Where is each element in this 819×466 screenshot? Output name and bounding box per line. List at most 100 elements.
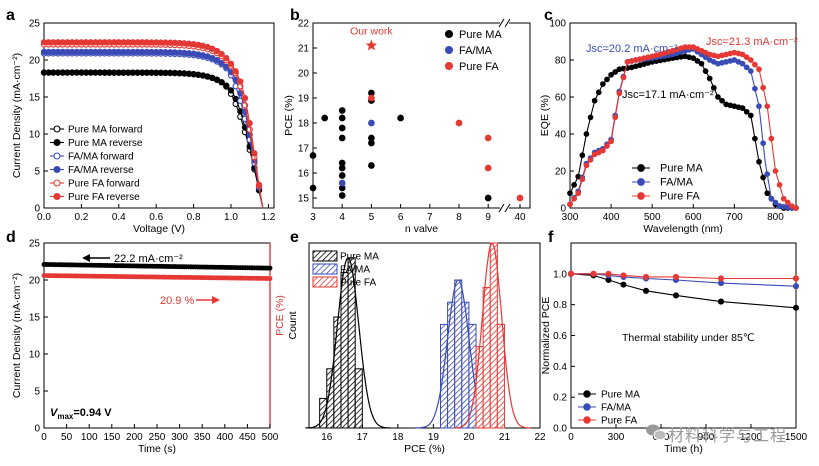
panel-f-x-tick-label: 900 xyxy=(698,432,715,443)
panel-b-point xyxy=(368,139,375,147)
panel-c-marker xyxy=(739,60,746,67)
panel-a-jv-curves: 0.0 0.2 0.4 0.6 0.8 1.0 1.2 0 5 10 15 20 25 Voltage (… xyxy=(11,19,276,236)
panel-b-x-tick-label: 5 xyxy=(369,212,375,223)
panel-b-annotation: Our work xyxy=(350,26,393,38)
panel-a-marker xyxy=(213,56,221,64)
panel-a-marker xyxy=(218,50,225,58)
panel-e-x-tick-label: 21 xyxy=(499,432,511,443)
panel-f-legend-marker xyxy=(583,403,591,411)
panel-f-x-tick-label: 300 xyxy=(608,432,625,443)
panel-c-marker xyxy=(567,190,573,197)
panel-a-marker xyxy=(227,87,235,94)
panel-c-marker xyxy=(620,74,627,81)
panel-c-marker xyxy=(768,195,775,202)
panel-f-x-tick-label: 1200 xyxy=(740,432,763,443)
panel-e-bar xyxy=(475,346,484,429)
panel-b-legend-marker xyxy=(444,45,454,55)
panel-e-legend-label: FA/MA xyxy=(340,265,370,276)
panel-c-marker xyxy=(587,114,594,121)
panel-b-legend-label: FA/MA xyxy=(459,45,493,57)
panel-d-y-tick-label: 15 xyxy=(29,313,41,324)
panel-c-marker xyxy=(743,64,750,71)
panel-b-y-tick-label: 19 xyxy=(298,94,310,105)
panel-f-y-tick-label: 1.0 xyxy=(553,269,567,280)
panel-c-marker xyxy=(752,61,758,68)
panel-d-arrowhead-pce xyxy=(212,296,220,304)
watermark: 材料科学与工程 xyxy=(646,424,786,445)
panel-e-bar xyxy=(340,272,349,429)
wechat-icon xyxy=(646,424,667,441)
panel-f-legend-marker xyxy=(583,416,591,424)
panel-a-marker xyxy=(255,181,263,188)
panel-e-x-tick-label: 17 xyxy=(357,432,369,443)
panel-c-marker xyxy=(747,68,754,74)
panel-c-marker xyxy=(706,75,713,82)
panel-c-annotation-red: Jsc=21.3 mA·cm⁻² xyxy=(706,36,798,48)
panel-e-pce-histogram: 16 17 18 19 20 21 22 PCE (%) Count Pure MA FA/MA Pu… xyxy=(287,242,546,455)
panel-e-bar xyxy=(354,368,363,429)
panel-f-y-tick-label: 0.0 xyxy=(553,424,567,435)
panel-d-ylabel: Current Density (mA·cm⁻²) xyxy=(11,273,23,398)
panel-a-legend-label: Pure MA reverse xyxy=(68,138,143,149)
panel-c-x-tick-label: 300 xyxy=(562,212,579,223)
panel-c-marker xyxy=(575,190,582,197)
panel-f-annotation: Thermal stability under 85℃ xyxy=(622,332,755,344)
panel-a-marker xyxy=(213,76,221,83)
panel-b-point xyxy=(484,134,492,142)
panel-c-x-tick-label: 800 xyxy=(767,212,784,223)
panel-e-legend-label: Pure MA xyxy=(340,252,379,263)
panel-d-x-tick-label: 50 xyxy=(61,432,73,443)
panel-b-y-tick-label: 17 xyxy=(298,144,310,155)
panel-c-marker xyxy=(608,138,614,145)
panel-f-series-line-1 xyxy=(571,273,797,287)
panel-f-legend-marker xyxy=(583,390,591,398)
panel-c-marker xyxy=(710,84,717,91)
panel-f-marker xyxy=(620,281,627,288)
panel-a-marker xyxy=(218,59,225,67)
panel-d-x-tick-label: 450 xyxy=(239,432,256,443)
panel-b-axis-break-mark xyxy=(498,18,505,28)
panel-e-bar xyxy=(468,323,477,429)
panel-a-legend-label: Pure FA forward xyxy=(68,179,140,190)
panel-b-x-tick-label: 8 xyxy=(456,212,462,223)
panel-e-ylabel: Count xyxy=(287,311,299,339)
panel-c-marker xyxy=(604,143,610,149)
panel-d-marker xyxy=(267,265,273,271)
panel-a-x-tick-label: 0.6 xyxy=(149,212,163,223)
panel-b-point xyxy=(338,114,346,122)
panel-c-marker xyxy=(776,182,783,188)
panel-c-marker xyxy=(612,114,619,121)
panel-b-x-tick-label: 7 xyxy=(427,212,433,223)
panel-b-legend-marker xyxy=(444,61,454,71)
panel-c-marker xyxy=(764,171,771,177)
panel-a-marker xyxy=(232,68,239,75)
panel-c-marker xyxy=(600,147,606,154)
panel-e-bar xyxy=(489,242,498,429)
panel-c-y-tick-label: 80 xyxy=(555,56,567,67)
panel-e-bar xyxy=(439,323,449,429)
panel-f-marker xyxy=(792,275,800,282)
panel-d-x-tick-label: 300 xyxy=(171,432,188,443)
panel-d-y-tick-label: 0 xyxy=(34,424,40,435)
panel-f-marker xyxy=(792,283,800,290)
panel-d-x-tick-label: 350 xyxy=(194,432,211,443)
panel-c-ylabel: EQE (%) xyxy=(539,95,551,136)
panel-b-y-tick-label: 20 xyxy=(298,69,310,80)
panel-c-marker xyxy=(583,131,590,137)
panel-d-arrowhead-current xyxy=(82,254,90,262)
panel-c-x-tick-label: 400 xyxy=(603,212,620,223)
panel-label-b: b xyxy=(290,7,300,24)
panel-a-x-tick-label: 0.8 xyxy=(187,212,201,223)
panel-b-axis-break-gap xyxy=(500,204,509,212)
panel-c-marker xyxy=(756,103,762,110)
panel-e-legend-swatch xyxy=(312,263,338,275)
panel-f-xlabel: Time (h) xyxy=(664,443,703,455)
panel-b-star-marker xyxy=(365,39,378,51)
panel-b-point xyxy=(397,114,404,122)
panel-c-marker xyxy=(752,135,758,142)
panel-e-bar xyxy=(319,397,328,429)
panel-d-vmax-label: Vmax=0.94 V xyxy=(50,407,112,421)
panel-b-point xyxy=(484,194,492,202)
panel-c-marker xyxy=(747,57,754,63)
panel-f-legend-label: Pure MA xyxy=(601,390,640,401)
